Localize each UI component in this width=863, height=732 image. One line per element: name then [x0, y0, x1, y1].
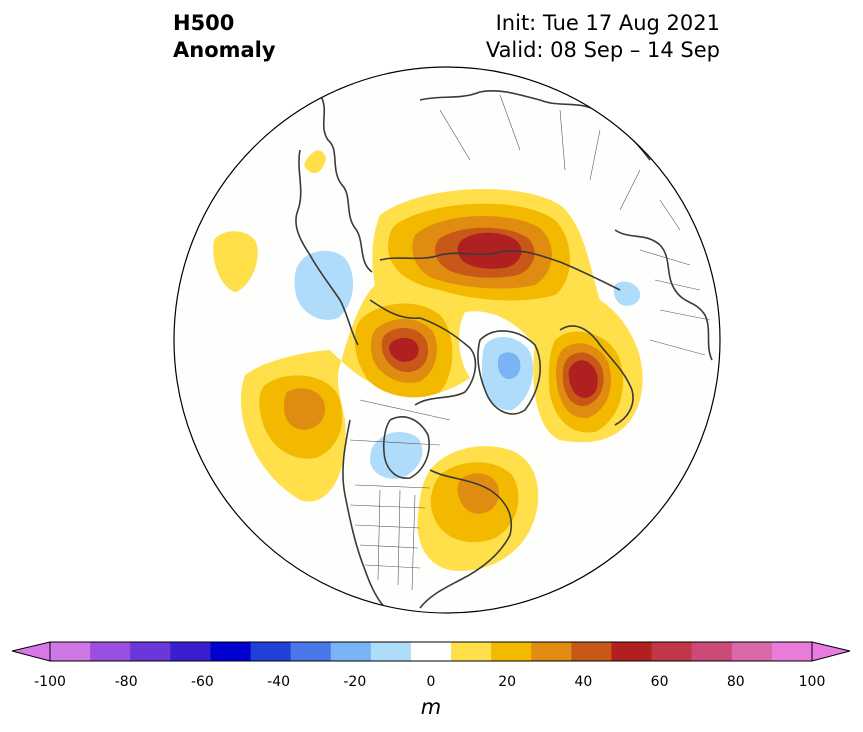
- colorbar-tick-label: 80: [726, 674, 745, 690]
- coastline-arctic-russia: [379, 250, 621, 291]
- colorbar: [11, 641, 851, 662]
- colorbar-cell: [170, 642, 211, 661]
- coastline-alaska-siberia: [319, 94, 373, 273]
- positive-anomaly-east-asia: [304, 150, 326, 174]
- coastline-east-asia: [295, 149, 359, 346]
- coastline-scandinavia: [559, 325, 634, 426]
- political-borders: [349, 94, 711, 591]
- positive-anomaly-30-40: [284, 388, 326, 430]
- negative-anomaly-20-30: [497, 352, 521, 380]
- colorbar-under-arrow: [11, 641, 51, 662]
- colorbar-tick-label: 40: [574, 674, 593, 690]
- coastline-north-america-east: [419, 469, 512, 609]
- colorbar-tick-label: 100: [798, 674, 826, 690]
- colorbar-frame: [49, 641, 813, 662]
- map-boundary: [173, 66, 721, 614]
- colorbar-cell: [451, 642, 492, 661]
- colorbar-cell: [611, 642, 653, 661]
- colorbar-unit: m: [420, 695, 442, 719]
- colorbar-cell: [330, 642, 372, 661]
- polar-map: [173, 66, 721, 614]
- colorbar-cell: [370, 642, 412, 661]
- init-label: Init: Tue 17 Aug 2021: [495, 11, 720, 35]
- coastline-europe: [614, 229, 713, 361]
- negative-anomaly-10-20: [613, 281, 641, 306]
- colorbar-cell: [250, 642, 292, 661]
- coastline-canada-arctic: [369, 299, 477, 406]
- colorbar-cell: [90, 642, 131, 661]
- colorbar-tick-label: -80: [114, 674, 138, 690]
- colorbar-tick-label: -100: [34, 674, 66, 690]
- colorbar-cell: [410, 642, 452, 661]
- map-title: H500 Anomaly: [173, 10, 276, 64]
- colorbar-cell: [50, 642, 91, 661]
- anomaly-field: [213, 150, 643, 571]
- colorbar-cell: [130, 642, 171, 661]
- colorbar-cell: [691, 642, 733, 661]
- colorbar-cell: [531, 642, 572, 661]
- colorbar-cell: [771, 642, 813, 661]
- colorbar-tick-label: -40: [267, 674, 291, 690]
- title-line2: Anomaly: [173, 38, 276, 62]
- colorbar-tick-label: 20: [498, 674, 517, 690]
- colorbar-tick-label: 0: [426, 674, 436, 690]
- colorbar-cell: [491, 642, 532, 661]
- colorbar-tick-label: -20: [343, 674, 367, 690]
- border-line: [349, 484, 431, 591]
- negative-anomaly-10-20: [294, 250, 354, 320]
- colorbar-cell: [210, 642, 252, 661]
- title-line1: H500: [173, 11, 235, 35]
- colorbar-cell: [731, 642, 773, 661]
- colorbar-cell: [571, 642, 612, 661]
- border-line: [349, 399, 451, 446]
- positive-anomaly-50-60: [568, 360, 598, 398]
- positive-anomaly-50-60: [457, 232, 522, 269]
- valid-label: Valid: 08 Sep – 14 Sep: [485, 38, 720, 62]
- positive-anomaly-50-60: [389, 337, 419, 362]
- border-line: [639, 249, 711, 356]
- colorbar-over-arrow: [811, 641, 851, 662]
- run-info: Init: Tue 17 Aug 2021 Valid: 08 Sep – 14…: [486, 10, 720, 64]
- positive-anomaly-30-40: [457, 473, 500, 514]
- border-line: [439, 94, 681, 231]
- colorbar-tick-label: 60: [650, 674, 669, 690]
- colorbar-cell: [651, 642, 693, 661]
- colorbar-tick-label: -60: [190, 674, 214, 690]
- positive-anomaly-west-pacific: [213, 231, 258, 292]
- colorbar-cell: [290, 642, 332, 661]
- coastline-greenland: [477, 330, 541, 415]
- coastline-north-america-west: [342, 419, 391, 613]
